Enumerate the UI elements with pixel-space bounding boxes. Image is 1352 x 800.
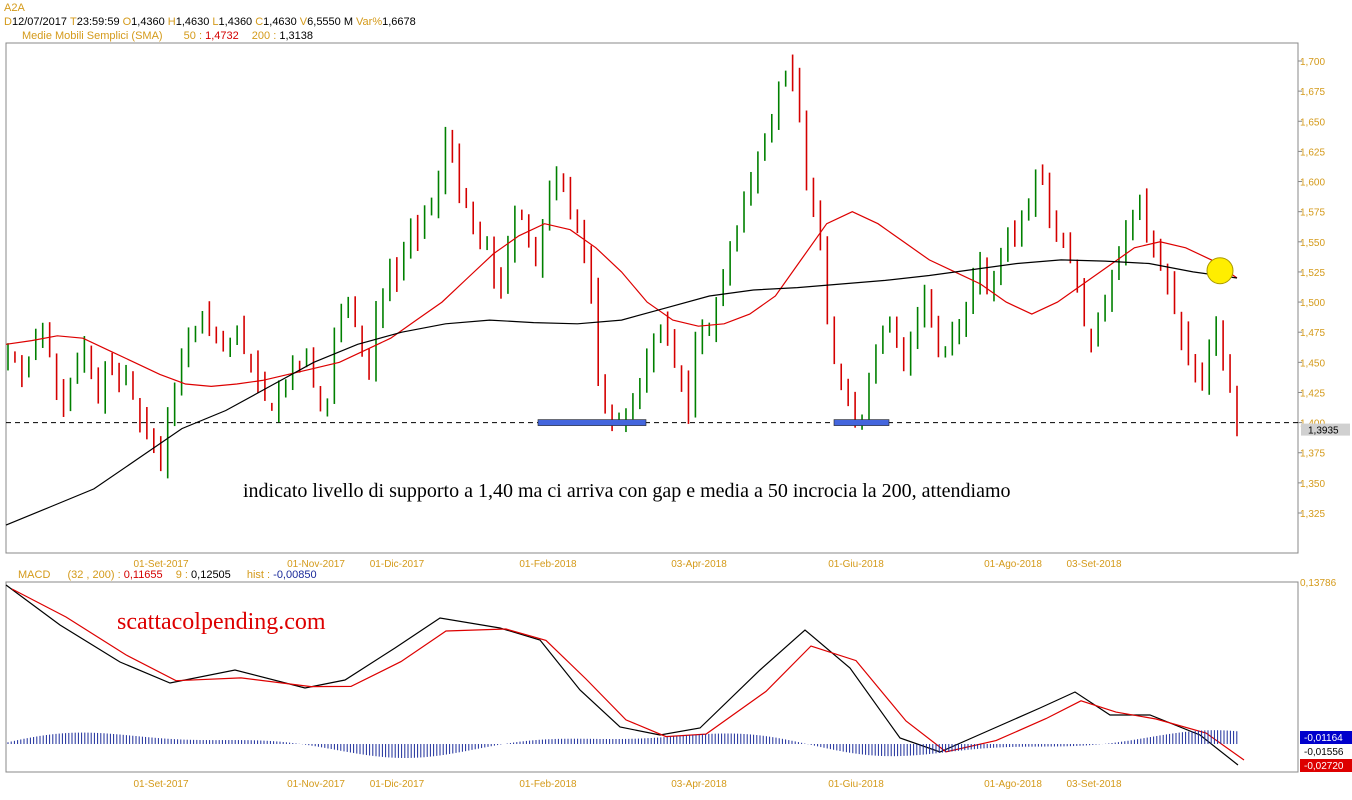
price-tick-label: 1,625 [1300,147,1325,158]
ohlc-value-7: 1,6678 [382,16,416,28]
date-label-bottom: 01-Feb-2018 [519,779,577,790]
price-tick-label: 1,375 [1300,449,1325,460]
ohlc-value-6: 6,5550 M [307,16,354,28]
last-price-badge-bg [1301,423,1350,436]
ohlc-key-5: C [255,16,264,28]
macd-value: 0,11655 [123,569,163,581]
signal-label: 9 : [175,569,188,581]
price-tick-label: 1,350 [1300,479,1325,490]
signal-line [11,588,1245,761]
price-tick-label: 1,675 [1300,87,1325,98]
price-tick-label: 1,650 [1300,117,1325,128]
macd-legend: MACD (32 , 200) : 0,11655 9 : 0,12505 hi… [18,569,317,582]
sma200-value: 1,3138 [279,30,313,42]
macd-panel-frame [5,581,1299,773]
ohlc-key-6: V [299,16,308,28]
ohlc-value-4: 1,4360 [218,16,253,28]
macd-badge-value: -0,01556 [1304,747,1344,758]
date-label-top: 03-Set-2018 [1066,559,1121,570]
sma50-value: 1,4732 [205,30,239,42]
date-label-bottom: 01-Ago-2018 [984,779,1042,790]
macd-badge-value: -0,01164 [1304,733,1343,744]
date-label-bottom: 03-Apr-2018 [671,779,727,790]
ohlc-key-3: H [167,16,176,28]
macd-label: MACD [18,569,51,581]
price-tick-label: 1,475 [1300,328,1325,339]
hist-label: hist : [246,569,271,581]
price-tick-label: 1,525 [1300,268,1325,279]
price-tick-label: 1,450 [1300,358,1325,369]
sma-label: Medie Mobili Semplici (SMA) [22,30,163,42]
price-tick-label: 1,700 [1300,57,1325,68]
date-label-bottom: 01-Set-2017 [133,779,188,790]
support-zone-2 [833,419,890,426]
watermark: scattacolpending.com [117,609,326,635]
price-tick-label: 1,500 [1300,298,1325,309]
symbol-title: A2A [4,2,25,15]
macd-params: (32 , 200) : [67,569,121,581]
annotation-text: indicato livello di supporto a 1,40 ma c… [243,480,1011,502]
ohlc-key-1: T [70,16,77,28]
date-label-bottom: 01-Dic-2017 [370,779,425,790]
date-label-top: 03-Apr-2018 [671,559,727,570]
last-price-label: 1,3935 [1308,426,1339,437]
macd-badge-bg [1300,759,1352,772]
date-label-top: 01-Giu-2018 [828,559,884,570]
price-tick-label: 1,600 [1300,178,1325,189]
ohlc-value-5: 1,4630 [263,16,297,28]
ohlc-key-4: L [212,16,219,28]
sma50-line [5,211,1238,388]
sma200-period: 200 : [251,30,277,42]
ohlc-value-1: 23:59:59 [76,16,120,28]
date-label-top: 01-Set-2017 [133,559,188,570]
price-tick-label: 1,425 [1300,388,1325,399]
macd-line [5,584,1239,766]
symbol-label: A2A [4,2,25,14]
date-label-bottom: 01-Giu-2018 [828,779,884,790]
price-tick-label: 1,575 [1300,208,1325,219]
macd-top-label: 0,13786 [1300,578,1337,589]
date-label-bottom: 01-Nov-2017 [287,779,345,790]
date-label-top: 01-Feb-2018 [519,559,577,570]
ohlc-value-2: 1,4360 [131,16,165,28]
sma200-line [5,259,1238,526]
macd-badge-bg [1300,745,1352,758]
ohlc-key-0: D [4,16,12,28]
support-zone-1 [537,419,647,426]
ohlc-key-2: O [122,16,132,28]
ohlc-value-0: 12/07/2017 [11,16,68,28]
date-label-top: 01-Dic-2017 [370,559,425,570]
macd-badge-value: -0,02720 [1304,761,1344,772]
macd-badge-bg [1300,731,1352,744]
crossover-marker [1206,257,1234,285]
date-label-top: 01-Nov-2017 [287,559,345,570]
sma50-period: 50 : [183,30,203,42]
date-label-bottom: 03-Set-2018 [1066,779,1121,790]
sma-legend: Medie Mobili Semplici (SMA) 50 : 1,4732 … [22,30,316,43]
ohlc-value-3: 1,4630 [175,16,210,28]
signal-value: 0,12505 [191,569,231,581]
ohlc-key-7: Var% [356,16,383,28]
ohlc-row: D12/07/2017 T23:59:59 O1,4360 H1,4630 L1,436… [4,16,419,29]
date-label-top: 01-Ago-2018 [984,559,1042,570]
price-tick-label: 1,325 [1300,509,1325,520]
hist-value: -0,00850 [273,569,317,581]
price-panel-frame [5,42,1299,554]
price-tick-label: 1,550 [1300,238,1325,249]
